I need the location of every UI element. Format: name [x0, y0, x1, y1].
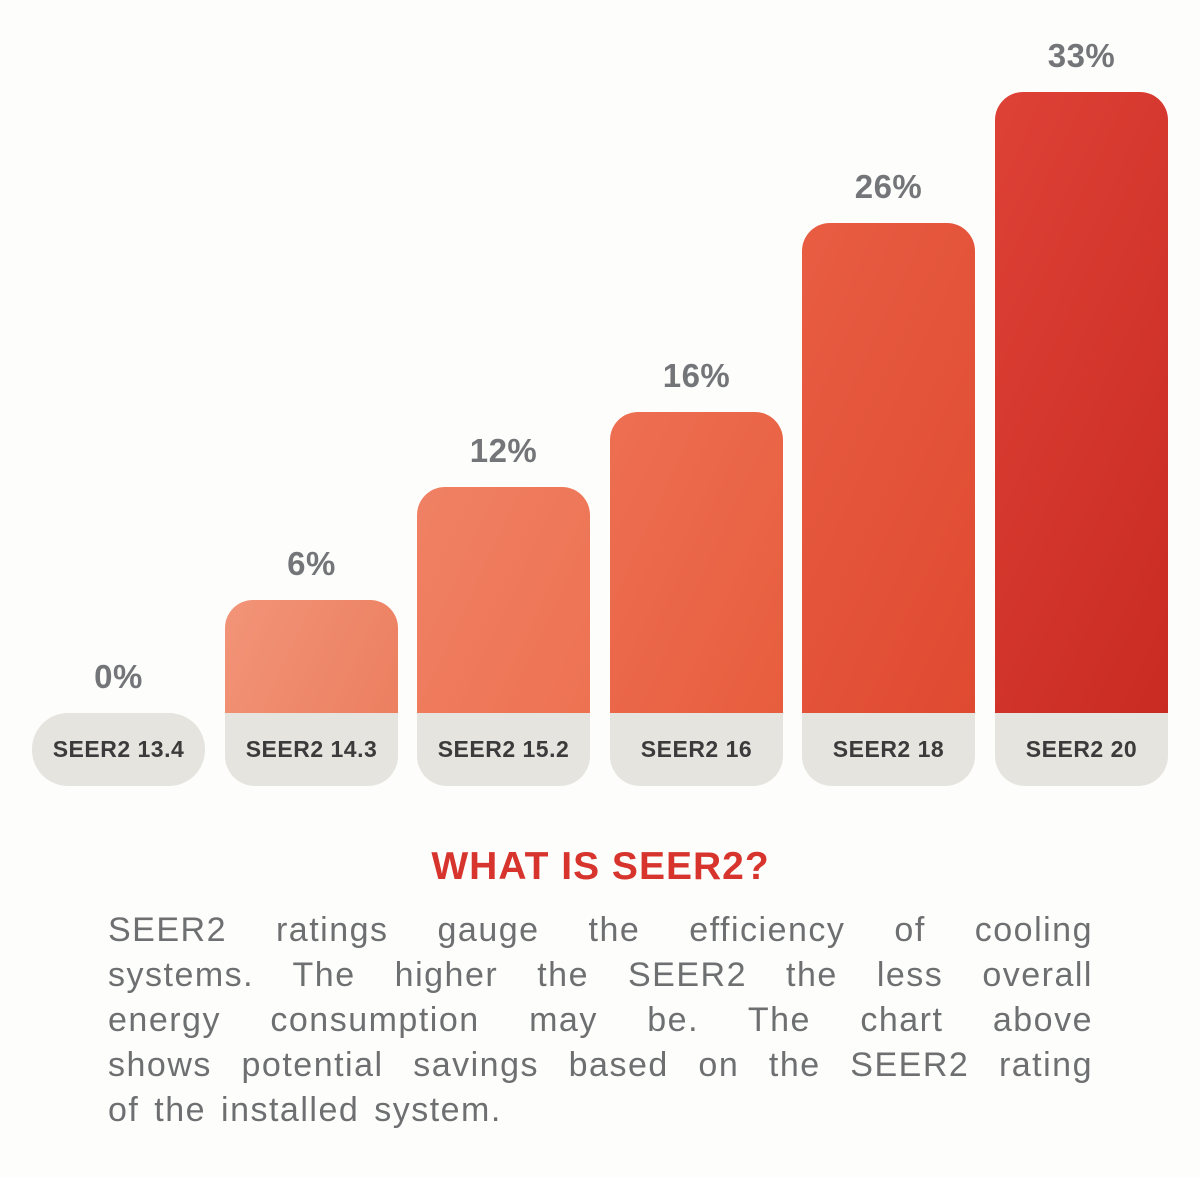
bar-category-label: SEER2 14.3 [245, 736, 378, 762]
bar-value-label: 33% [1047, 37, 1116, 74]
bar-category-pill: SEER2 14.3 [225, 713, 398, 786]
bar-category-pill: SEER2 15.2 [417, 713, 590, 786]
body-text-line: of the installed system. [108, 1091, 502, 1129]
bar-value-label: 12% [469, 432, 538, 469]
bar-value-label: 26% [854, 168, 923, 205]
bar-column-seer2-16: 16% SEER2 16 [610, 0, 783, 786]
bar-column-seer2-18: 26% SEER2 18 [802, 0, 975, 786]
bar-value-label: 6% [287, 545, 336, 582]
body-text-line: systems. The higher the SEER2 the less o… [108, 956, 1093, 994]
bar-column-seer2-14-3: 6% SEER2 14.3 [225, 0, 398, 786]
bar-category-pill: SEER2 13.4 [32, 713, 205, 786]
bar-column-seer2-20: 33% SEER2 20 [995, 0, 1168, 786]
bar-category-label: SEER2 16 [640, 736, 753, 762]
body-text-line: shows potential savings based on the SEE… [108, 1046, 1093, 1084]
bar [417, 487, 590, 713]
body-text-line: energy consumption may be. The chart abo… [108, 1001, 1093, 1039]
seer2-savings-bar-chart: 0% SEER2 13.4 6% SEER2 14.3 12% SEER2 15… [32, 0, 1168, 786]
bar-column-seer2-15-2: 12% SEER2 15.2 [417, 0, 590, 786]
bar-value-label: 0% [94, 658, 143, 695]
bar-value-label: 16% [662, 357, 731, 394]
body-text-line: SEER2 ratings gauge the efficiency of co… [108, 911, 1093, 949]
bar-category-label: SEER2 13.4 [52, 736, 185, 762]
bar-category-pill: SEER2 20 [995, 713, 1168, 786]
bar [225, 600, 398, 713]
bar-category-label: SEER2 20 [1025, 736, 1138, 762]
section-title: WHAT IS SEER2? [431, 845, 770, 888]
what-is-seer2-section: WHAT IS SEER2? SEER2 ratings gauge the e… [108, 843, 1093, 1133]
bar [995, 92, 1168, 713]
bar-column-seer2-13-4: 0% SEER2 13.4 [32, 0, 205, 786]
bar-category-pill: SEER2 16 [610, 713, 783, 786]
bar-category-label: SEER2 18 [832, 736, 945, 762]
bar-category-label: SEER2 15.2 [437, 736, 570, 762]
bar-category-pill: SEER2 18 [802, 713, 975, 786]
bar [802, 223, 975, 713]
bar [610, 412, 783, 713]
section-body: SEER2 ratings gauge the efficiency of co… [108, 908, 1093, 1133]
